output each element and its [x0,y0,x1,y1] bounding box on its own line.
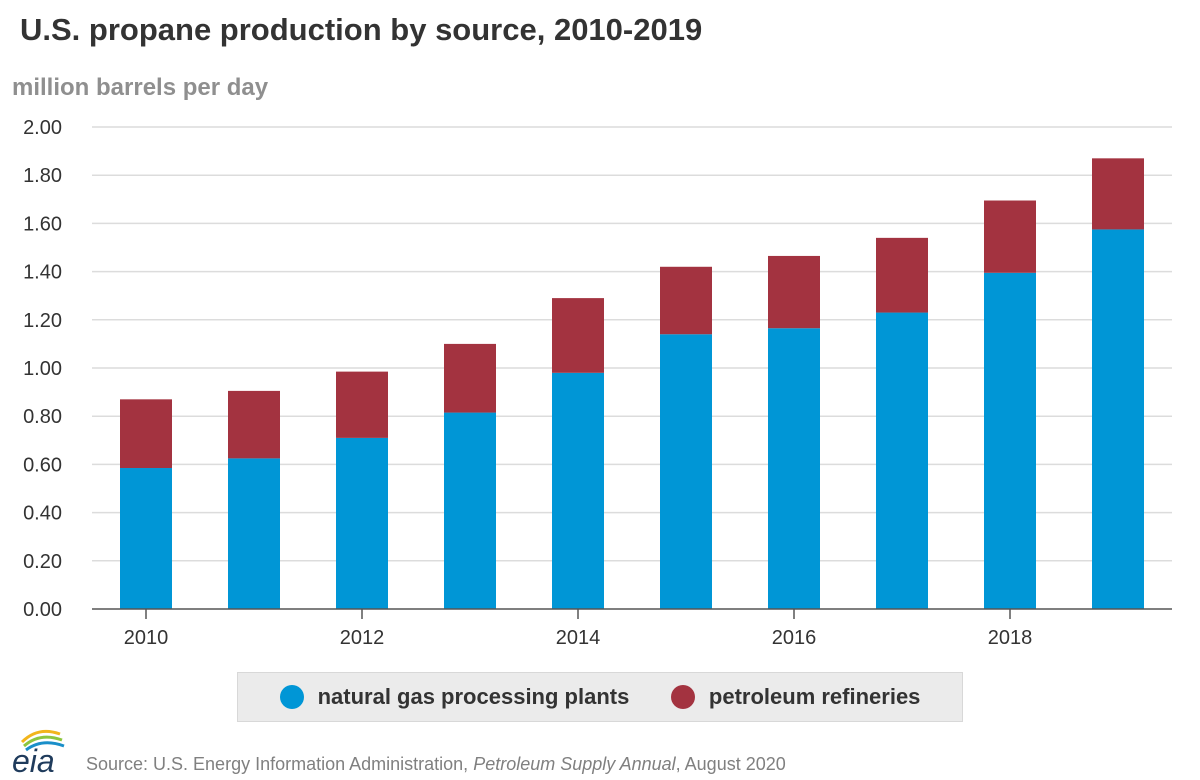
bar-natural-gas-2016 [768,328,820,609]
x-tick-label: 2016 [772,627,817,649]
y-tick-label: 1.60 [23,213,62,235]
eia-logo-text: eia [12,743,55,778]
y-tick-label: 0.80 [23,406,62,428]
legend-label-petroleum-refineries: petroleum refineries [708,684,921,709]
legend-item-natural-gas: natural gas processing plants [279,684,630,710]
y-tick-label: 0.00 [23,599,62,621]
x-tick-label: 2014 [556,627,601,649]
bar-petroleum-refineries-2015 [660,266,712,335]
chart-legend: natural gas processing plants petroleum … [237,672,963,722]
bar-natural-gas-2012 [336,437,388,609]
bar-natural-gas-2015 [660,334,712,609]
chart-plot-area: 0.00 0.20 0.40 0.60 0.80 1.00 1.20 1.40 1.60 1.80… [23,117,1172,649]
footer-suffix: , August 2020 [675,754,786,774]
bar-natural-gas-2010 [120,468,172,609]
legend-swatch-petroleum-refineries [670,685,695,709]
bar-petroleum-refineries-2013 [444,343,496,413]
bar-natural-gas-2013 [444,412,496,609]
bar-natural-gas-2018 [984,272,1036,609]
bar-natural-gas-2017 [876,312,928,609]
bar-petroleum-refineries-2017 [876,237,928,313]
legend-label-natural-gas: natural gas processing plants [317,684,630,709]
y-tick-label: 1.00 [23,358,62,380]
y-tick-label: 1.40 [23,262,62,284]
y-tick-label: 1.80 [23,165,62,187]
x-tick-label: 2010 [124,627,169,649]
bar-petroleum-refineries-2018 [984,200,1036,273]
legend-swatch-natural-gas [279,685,304,709]
bar-petroleum-refineries-2011 [228,390,280,459]
x-tick-label: 2018 [988,627,1033,649]
bar-natural-gas-2011 [228,458,280,609]
footer-prefix: Source: U.S. Energy Information Administ… [86,754,474,774]
chart-title: U.S. propane production by source, 2010-… [20,12,703,47]
bar-petroleum-refineries-2016 [768,255,820,329]
x-tick-label: 2012 [340,627,385,649]
source-footer: Source: U.S. Energy Information Administ… [86,754,786,775]
bar-petroleum-refineries-2019 [1092,158,1144,230]
eia-logo: eia [12,729,65,778]
legend-item-petroleum-refineries: petroleum refineries [670,684,921,710]
bar-petroleum-refineries-2014 [552,298,604,373]
footer-publication: Petroleum Supply Annual [473,754,676,774]
bar-petroleum-refineries-2010 [120,399,172,469]
bar-petroleum-refineries-2012 [336,371,388,438]
bar-natural-gas-2019 [1092,229,1144,610]
y-tick-label: 2.00 [23,117,62,139]
y-tick-label: 0.60 [23,454,62,476]
y-axis-unit-label: million barrels per day [12,74,269,101]
y-tick-label: 0.40 [23,503,62,525]
y-tick-label: 1.20 [23,310,62,332]
bar-natural-gas-2014 [552,372,604,609]
y-tick-label: 0.20 [23,551,62,573]
